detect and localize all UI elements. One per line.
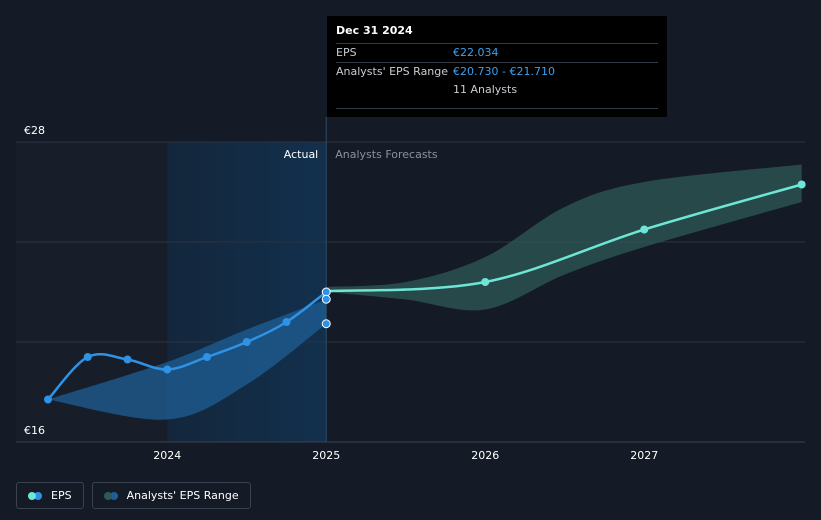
- eps-point: [83, 353, 92, 361]
- range-marker-point: [321, 319, 331, 329]
- eps-point: [797, 180, 806, 189]
- legend-eps-button[interactable]: EPS: [16, 482, 84, 509]
- tooltip-analysts-count: 11 Analysts: [453, 83, 518, 96]
- actual-period-shade: [16, 142, 327, 442]
- eps-line-forecast: [326, 183, 803, 293]
- forecast-range-band: [326, 164, 802, 311]
- eps-point: [481, 278, 490, 286]
- tooltip-range-label: Analysts' EPS Range: [336, 65, 449, 78]
- legend-eps-label: EPS: [51, 489, 72, 502]
- chart-legend: EPS Analysts' EPS Range: [16, 482, 251, 509]
- eps-point: [44, 395, 52, 404]
- range-swatch-icon: [103, 491, 119, 500]
- y-tick-label-top: €28: [24, 124, 45, 137]
- axis-labels: €28 €16 2024 2025 2026 2027 Actual Analysts For…: [24, 124, 658, 462]
- actual-range-band: [48, 299, 327, 420]
- eps-swatch-icon: [28, 491, 43, 500]
- x-tick-label: 2024: [153, 449, 181, 462]
- eps-points: [44, 180, 806, 404]
- x-tick-label: 2026: [471, 449, 499, 462]
- range-band: [48, 164, 802, 420]
- hover-tooltip: Dec 31 2024 EPS €22.034 Analysts' EPS Ra…: [327, 16, 667, 117]
- x-tick-label: 2025: [312, 449, 340, 462]
- tooltip-eps-value: €22.034: [453, 46, 499, 59]
- tooltip-eps-label: EPS: [336, 46, 357, 59]
- actual-region-label: Actual: [284, 148, 318, 161]
- eps-point: [163, 365, 172, 374]
- tooltip-date: Dec 31 2024: [336, 24, 413, 37]
- tooltip-analysts-row: 11 Analysts: [336, 81, 658, 108]
- forecast-region-label: Analysts Forecasts: [335, 148, 438, 161]
- y-tick-label-bottom: €16: [24, 424, 45, 437]
- tooltip-range-value: €20.730 - €21.710: [453, 65, 555, 78]
- legend-range-label: Analysts' EPS Range: [126, 489, 239, 502]
- eps-point: [203, 353, 211, 361]
- tooltip-divider: [336, 108, 658, 109]
- eps-point: [640, 225, 649, 234]
- tooltip-eps-row: EPS €22.034: [336, 43, 658, 62]
- x-tick-label: 2027: [630, 449, 658, 462]
- eps-point: [282, 318, 291, 326]
- legend-range-button[interactable]: Analysts' EPS Range: [91, 482, 251, 509]
- gridlines: [16, 117, 805, 443]
- tooltip-range-row: Analysts' EPS Range €20.730 - €21.710: [336, 62, 658, 81]
- range-marker-point: [321, 294, 331, 304]
- eps-point: [123, 355, 132, 364]
- eps-point: [242, 338, 251, 346]
